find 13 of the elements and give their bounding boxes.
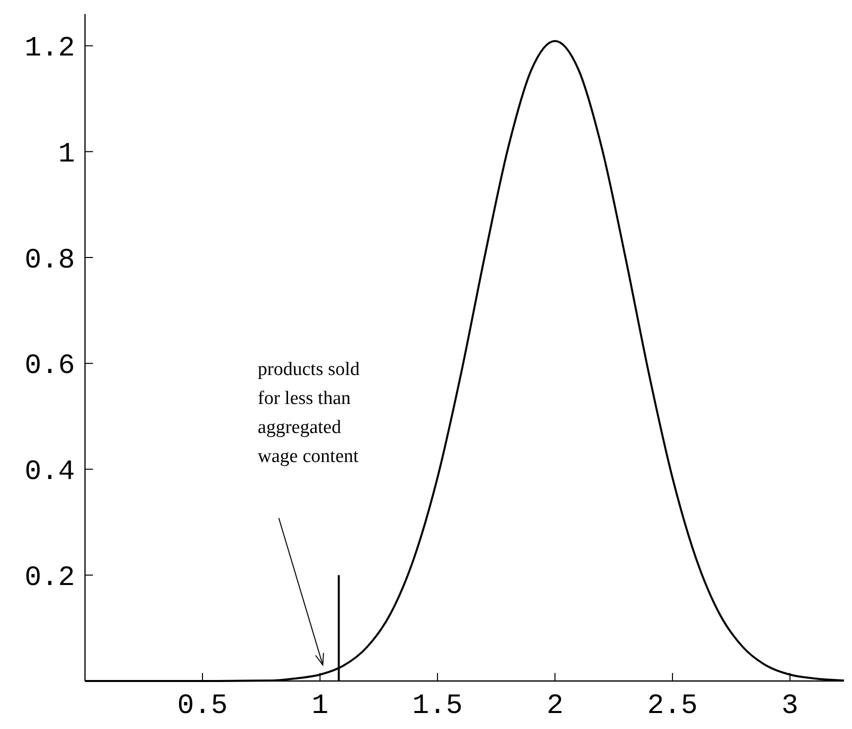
y-tick-label: 1.2 [24, 34, 75, 65]
x-tick-label: 1.5 [412, 691, 463, 722]
y-tick-label: 0.2 [24, 562, 75, 594]
annotation: products sold for less than aggregated wage content [258, 359, 360, 467]
y-tick-label: 1 [58, 139, 75, 170]
x-tick-label: 2 [546, 691, 564, 722]
y-tick-label: 0.4 [24, 457, 75, 488]
x-tick-label: 0.5 [177, 691, 228, 722]
x-tick-label: 2.5 [647, 691, 698, 722]
y-tick-label: 0.6 [24, 351, 75, 382]
x-tick-label: 1 [312, 691, 328, 722]
y-tick-label: 0.8 [24, 245, 75, 276]
x-tick-label: 3 [782, 691, 798, 722]
